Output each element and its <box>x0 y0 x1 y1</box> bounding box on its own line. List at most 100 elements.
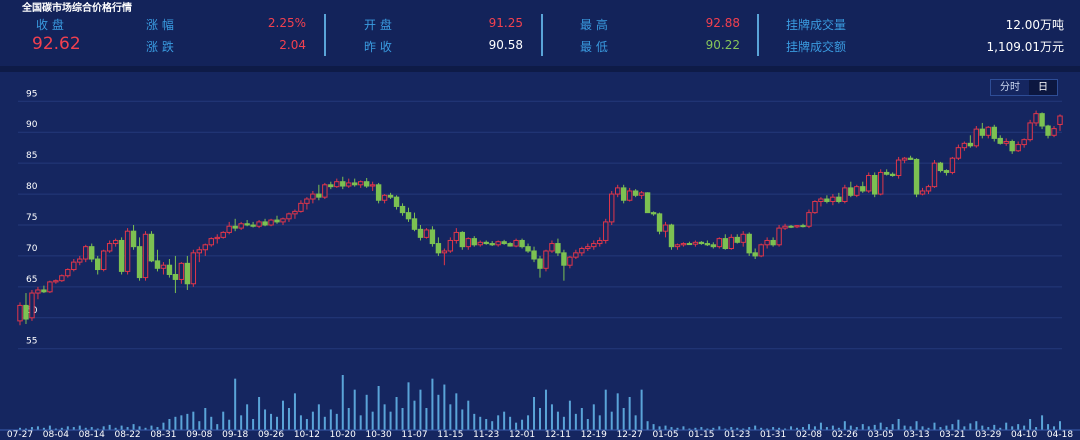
volume-bar <box>700 427 703 430</box>
candle-body <box>178 262 185 280</box>
candle-body <box>417 228 424 238</box>
volume-bar <box>234 378 237 430</box>
x-tick-label: 04-18 <box>1047 430 1073 440</box>
candle-body <box>889 173 896 177</box>
candle-body <box>997 137 1003 144</box>
candle-body <box>95 258 101 271</box>
volume-bar <box>84 427 87 430</box>
x-tick-label: 08-31 <box>150 430 176 440</box>
volume-bar <box>658 426 661 430</box>
candle-body <box>531 250 537 260</box>
candle-body <box>943 170 950 173</box>
candle-body <box>340 181 346 187</box>
candle-body <box>1003 140 1009 144</box>
stat-value: 90.22 <box>705 38 740 52</box>
volume-bar <box>491 421 494 430</box>
candle-body <box>1027 122 1033 141</box>
candle-body <box>262 221 268 226</box>
candle-body <box>226 225 232 233</box>
candle-body <box>304 198 310 204</box>
candle-body <box>638 192 645 196</box>
volume-bar <box>120 425 123 430</box>
tab[interactable]: 分时 <box>1000 82 1020 93</box>
volume-bar <box>712 427 715 430</box>
candle-body <box>668 224 675 248</box>
candle-body <box>603 221 609 241</box>
candle-body <box>65 269 71 277</box>
x-tick-label: 12-11 <box>545 430 571 440</box>
volume-bar <box>1059 421 1061 430</box>
x-tick-label: 09-08 <box>186 430 212 440</box>
candle-body <box>626 190 633 201</box>
candle-body <box>250 224 256 227</box>
volume-bar <box>592 404 595 430</box>
volume-bar <box>891 424 894 430</box>
x-tick-label: 12-01 <box>509 430 535 440</box>
candle-body <box>806 212 812 227</box>
volume-bar <box>903 425 906 430</box>
candle-body <box>292 210 298 215</box>
candle-body <box>824 198 830 202</box>
y-tick-label: 80 <box>26 182 38 192</box>
candle-body <box>310 193 316 200</box>
candle-body <box>124 230 131 272</box>
candle-body <box>722 238 728 250</box>
candle-body <box>29 292 35 319</box>
candle-body <box>662 224 669 232</box>
candle-body <box>322 184 328 198</box>
volume-bar <box>311 411 314 430</box>
volume-bar <box>921 426 924 430</box>
candle-body <box>184 262 191 285</box>
candle-body <box>238 223 244 229</box>
volume-bar <box>993 424 996 430</box>
candle-body <box>471 238 477 246</box>
candle-body <box>100 250 107 271</box>
volume-bar <box>246 404 249 430</box>
candle-body <box>411 218 418 230</box>
volume-bar <box>1011 426 1014 430</box>
candle-body <box>148 233 155 262</box>
candle-body <box>937 162 944 172</box>
volume-bar <box>927 427 930 430</box>
candle-body <box>967 142 974 147</box>
candle-body <box>190 252 197 285</box>
candle-body <box>268 219 274 226</box>
volume-bar <box>539 408 541 430</box>
volume-bar <box>192 411 195 430</box>
volume-bar <box>855 427 858 430</box>
candle-body <box>609 193 615 223</box>
candle-body <box>644 192 651 214</box>
volume-bar <box>485 419 488 430</box>
volume-bar <box>150 425 153 430</box>
volume-bar <box>742 428 745 430</box>
volume-bar <box>102 426 105 430</box>
volume-bar <box>1047 424 1050 430</box>
volume-bar <box>957 419 960 430</box>
volume-bar <box>1005 422 1008 430</box>
volume-bar <box>604 389 607 430</box>
stat-label: 最 高 <box>580 18 608 32</box>
candle-body <box>196 249 203 254</box>
volume-bar <box>813 426 816 430</box>
volume-bar <box>461 409 464 430</box>
volume-bar <box>688 428 691 430</box>
volume-bar <box>760 427 763 430</box>
volume-bar <box>353 389 356 430</box>
tab[interactable]: 日 <box>1029 80 1057 95</box>
stat-value: 2.25% <box>267 16 306 30</box>
volume-bar <box>449 404 452 430</box>
volume-bar <box>801 427 804 430</box>
candle-body <box>860 186 866 192</box>
volume-bar <box>365 394 368 430</box>
volume-bar <box>825 427 828 430</box>
candle-body <box>220 231 226 238</box>
candle-body <box>369 184 376 187</box>
volume-bar <box>730 427 733 430</box>
candle-body <box>393 196 400 207</box>
period-tabs: 分时 日 <box>990 79 1058 96</box>
x-tick-label: 10-20 <box>330 430 356 440</box>
volume-bar <box>574 413 577 430</box>
x-tick-label: 01-15 <box>688 430 714 440</box>
volume-bar <box>987 427 990 430</box>
volume-bar <box>951 424 954 430</box>
